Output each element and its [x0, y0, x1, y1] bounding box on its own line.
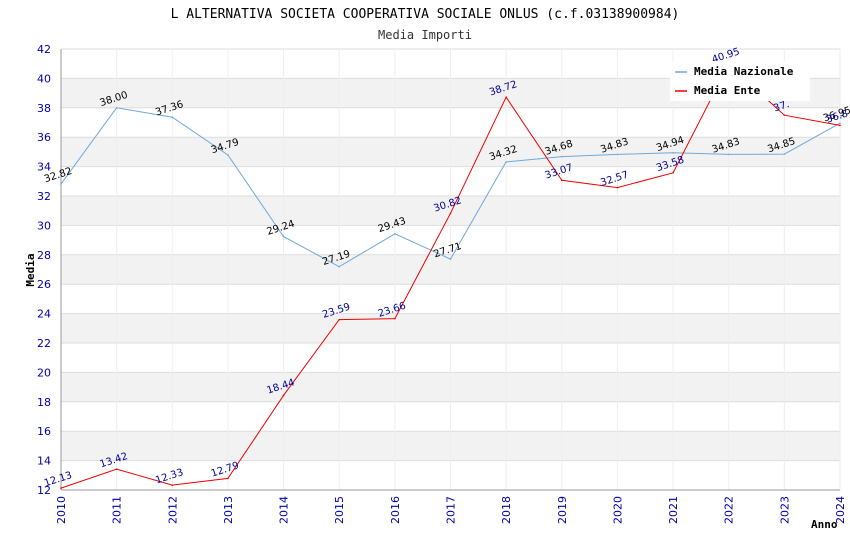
data-point — [505, 96, 507, 99]
data-point — [449, 258, 452, 260]
y-tick-label: 24 — [37, 308, 51, 321]
x-axis-label: Anno — [811, 518, 838, 531]
y-tick-label: 26 — [37, 278, 51, 291]
x-tick-label: 2011 — [111, 496, 124, 524]
x-tick-label: 2022 — [723, 496, 736, 524]
legend-box — [670, 61, 810, 101]
data-point — [60, 487, 62, 489]
data-point — [727, 153, 730, 156]
y-tick-label: 40 — [37, 72, 51, 85]
x-tick-label: 2017 — [445, 496, 458, 524]
x-tick-label: 2015 — [333, 496, 346, 524]
data-point — [394, 317, 396, 320]
data-point — [115, 468, 118, 470]
x-tick-labels: 2010 2011 2012 2013 2014 2015 2016 2017 2018 2019… — [55, 496, 847, 524]
data-point — [505, 161, 507, 163]
data-point — [282, 394, 285, 397]
chart-title: L ALTERNATIVA SOCIETA COOPERATIVA SOCIAL… — [171, 7, 680, 22]
data-point — [560, 179, 563, 182]
legend-label-media-ente: Media Ente — [694, 84, 761, 97]
data-point — [672, 171, 674, 174]
data-point — [394, 232, 396, 235]
x-tick-label: 2023 — [778, 496, 791, 524]
y-tick-label: 18 — [37, 396, 51, 409]
data-point — [227, 154, 229, 156]
y-tick-label: 14 — [37, 455, 51, 468]
data-point — [449, 212, 452, 215]
x-tick-label: 2014 — [278, 496, 291, 524]
y-tick-label: 34 — [37, 161, 51, 174]
y-tick-label: 36 — [37, 131, 51, 144]
data-point — [839, 122, 841, 125]
y-tick-label: 32 — [37, 190, 51, 203]
y-tick-label: 12 — [37, 484, 51, 497]
x-tick-label: 2020 — [611, 496, 624, 524]
data-point — [115, 107, 118, 109]
x-tick-label: 2016 — [389, 496, 402, 524]
y-tick-label: 30 — [37, 219, 51, 232]
y-tick-label: 38 — [37, 102, 51, 115]
x-tick-label: 2010 — [55, 496, 68, 524]
data-point — [616, 153, 619, 156]
data-point — [783, 114, 786, 116]
y-axis-label: Media — [24, 253, 37, 286]
data-point — [560, 155, 563, 158]
data-point — [338, 265, 341, 268]
data-point — [839, 124, 841, 127]
x-tick-label: 2012 — [166, 496, 179, 524]
x-tick-label: 2024 — [834, 496, 847, 524]
y-tick-label: 28 — [37, 249, 51, 262]
x-tick-label: 2018 — [500, 496, 513, 524]
x-tick-label: 2013 — [222, 496, 235, 524]
y-tick-label: 20 — [37, 366, 51, 379]
x-tick-label: 2019 — [556, 496, 569, 524]
y-tick-label: 42 — [37, 43, 51, 56]
data-point — [783, 153, 786, 155]
data-point — [282, 235, 285, 238]
y-tick-label: 22 — [37, 337, 51, 350]
legend: Media Nazionale Media Ente — [670, 61, 810, 101]
data-point — [672, 151, 674, 154]
x-tick-label: 2021 — [667, 496, 680, 524]
data-point — [227, 477, 229, 480]
data-point — [616, 186, 619, 189]
chart-subtitle: Media Importi — [378, 28, 472, 42]
y-tick-label: 16 — [37, 425, 51, 438]
data-point — [60, 183, 62, 185]
data-point — [171, 484, 174, 486]
data-point — [338, 318, 341, 321]
data-label: 37. — [772, 99, 791, 114]
y-tick-labels: 12 14 16 18 20 22 24 26 28 30 32 34 36 38 40 42 — [37, 43, 51, 497]
data-point — [171, 116, 174, 119]
legend-label-media-nazionale: Media Nazionale — [694, 65, 794, 78]
